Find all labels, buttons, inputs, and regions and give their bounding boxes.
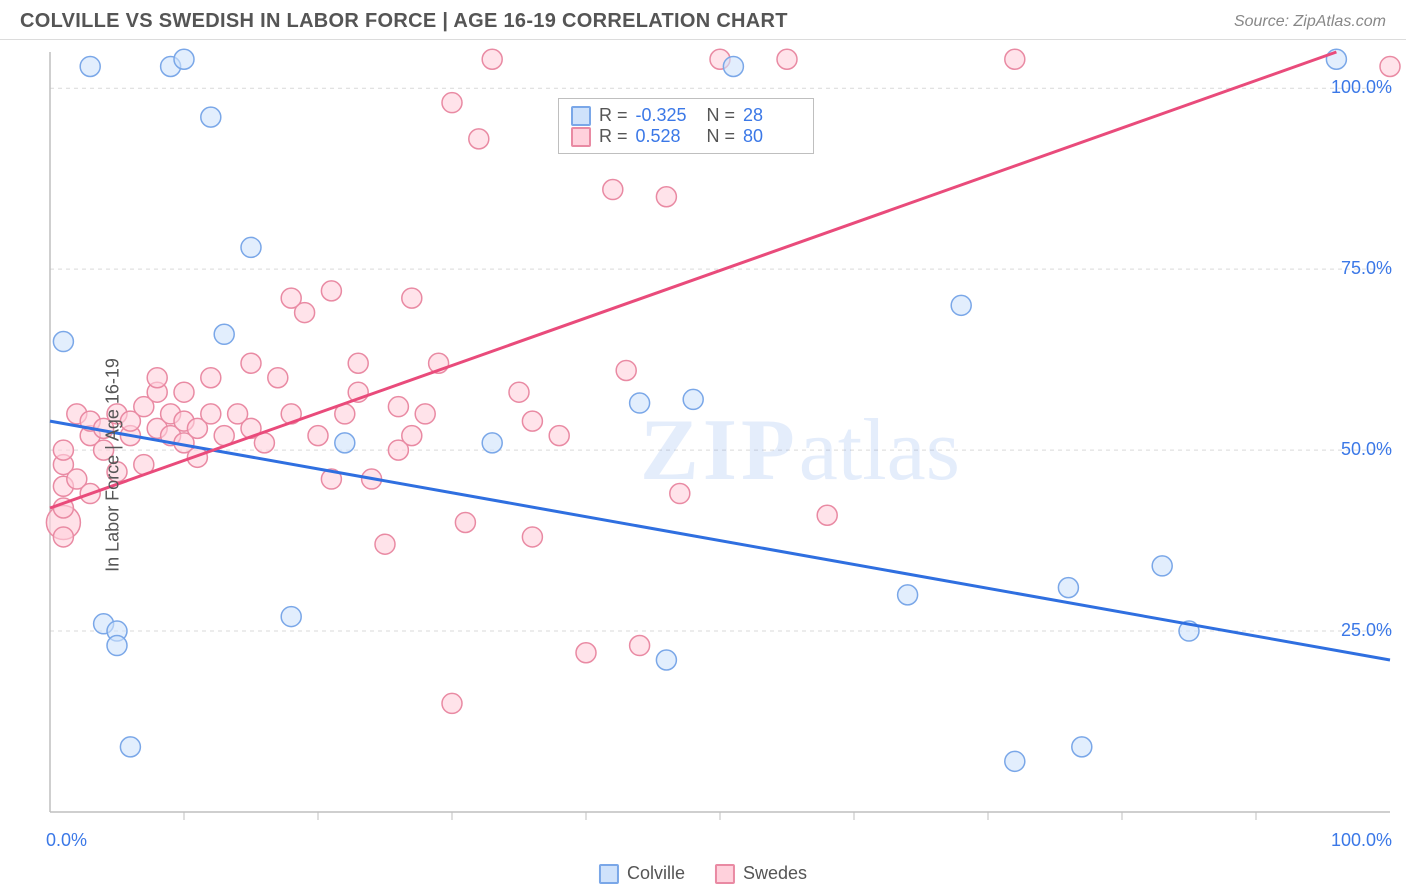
chart-area: In Labor Force | Age 16-19 ZIPatlas R = … (0, 40, 1406, 890)
stats-r-value: -0.325 (636, 105, 694, 126)
legend-item: Swedes (715, 863, 807, 884)
stats-row-swedes: R = 0.528 N = 80 (571, 126, 801, 147)
legend-label: Colville (627, 863, 685, 884)
y-tick-label: 50.0% (1341, 439, 1392, 460)
stats-n-value: 28 (743, 105, 801, 126)
stats-n-value: 80 (743, 126, 801, 147)
y-tick-label: 75.0% (1341, 258, 1392, 279)
stats-n-label: N = (702, 126, 736, 147)
x-axis-min-label: 0.0% (46, 830, 87, 851)
legend-swatch (715, 864, 735, 884)
chart-header: COLVILLE VS SWEDISH IN LABOR FORCE | AGE… (0, 0, 1406, 40)
legend-swatch (599, 864, 619, 884)
stats-r-label: R = (599, 105, 628, 126)
legend-bottom: Colville Swedes (599, 863, 807, 884)
y-axis-label: In Labor Force | Age 16-19 (102, 358, 123, 572)
chart-title: COLVILLE VS SWEDISH IN LABOR FORCE | AGE… (20, 10, 788, 33)
chart-source: Source: ZipAtlas.com (1234, 13, 1386, 31)
x-axis-max-label: 100.0% (1331, 830, 1392, 851)
stats-r-value: 0.528 (636, 126, 694, 147)
legend-label: Swedes (743, 863, 807, 884)
correlation-stats-box: R = -0.325 N = 28R = 0.528 N = 80 (558, 98, 814, 154)
chart-svg (0, 40, 1406, 890)
y-tick-label: 25.0% (1341, 620, 1392, 641)
stats-r-label: R = (599, 126, 628, 147)
legend-item: Colville (599, 863, 685, 884)
y-tick-label: 100.0% (1331, 77, 1392, 98)
stats-n-label: N = (702, 105, 736, 126)
stats-swatch (571, 127, 591, 147)
stats-row-colville: R = -0.325 N = 28 (571, 105, 801, 126)
stats-swatch (571, 106, 591, 126)
